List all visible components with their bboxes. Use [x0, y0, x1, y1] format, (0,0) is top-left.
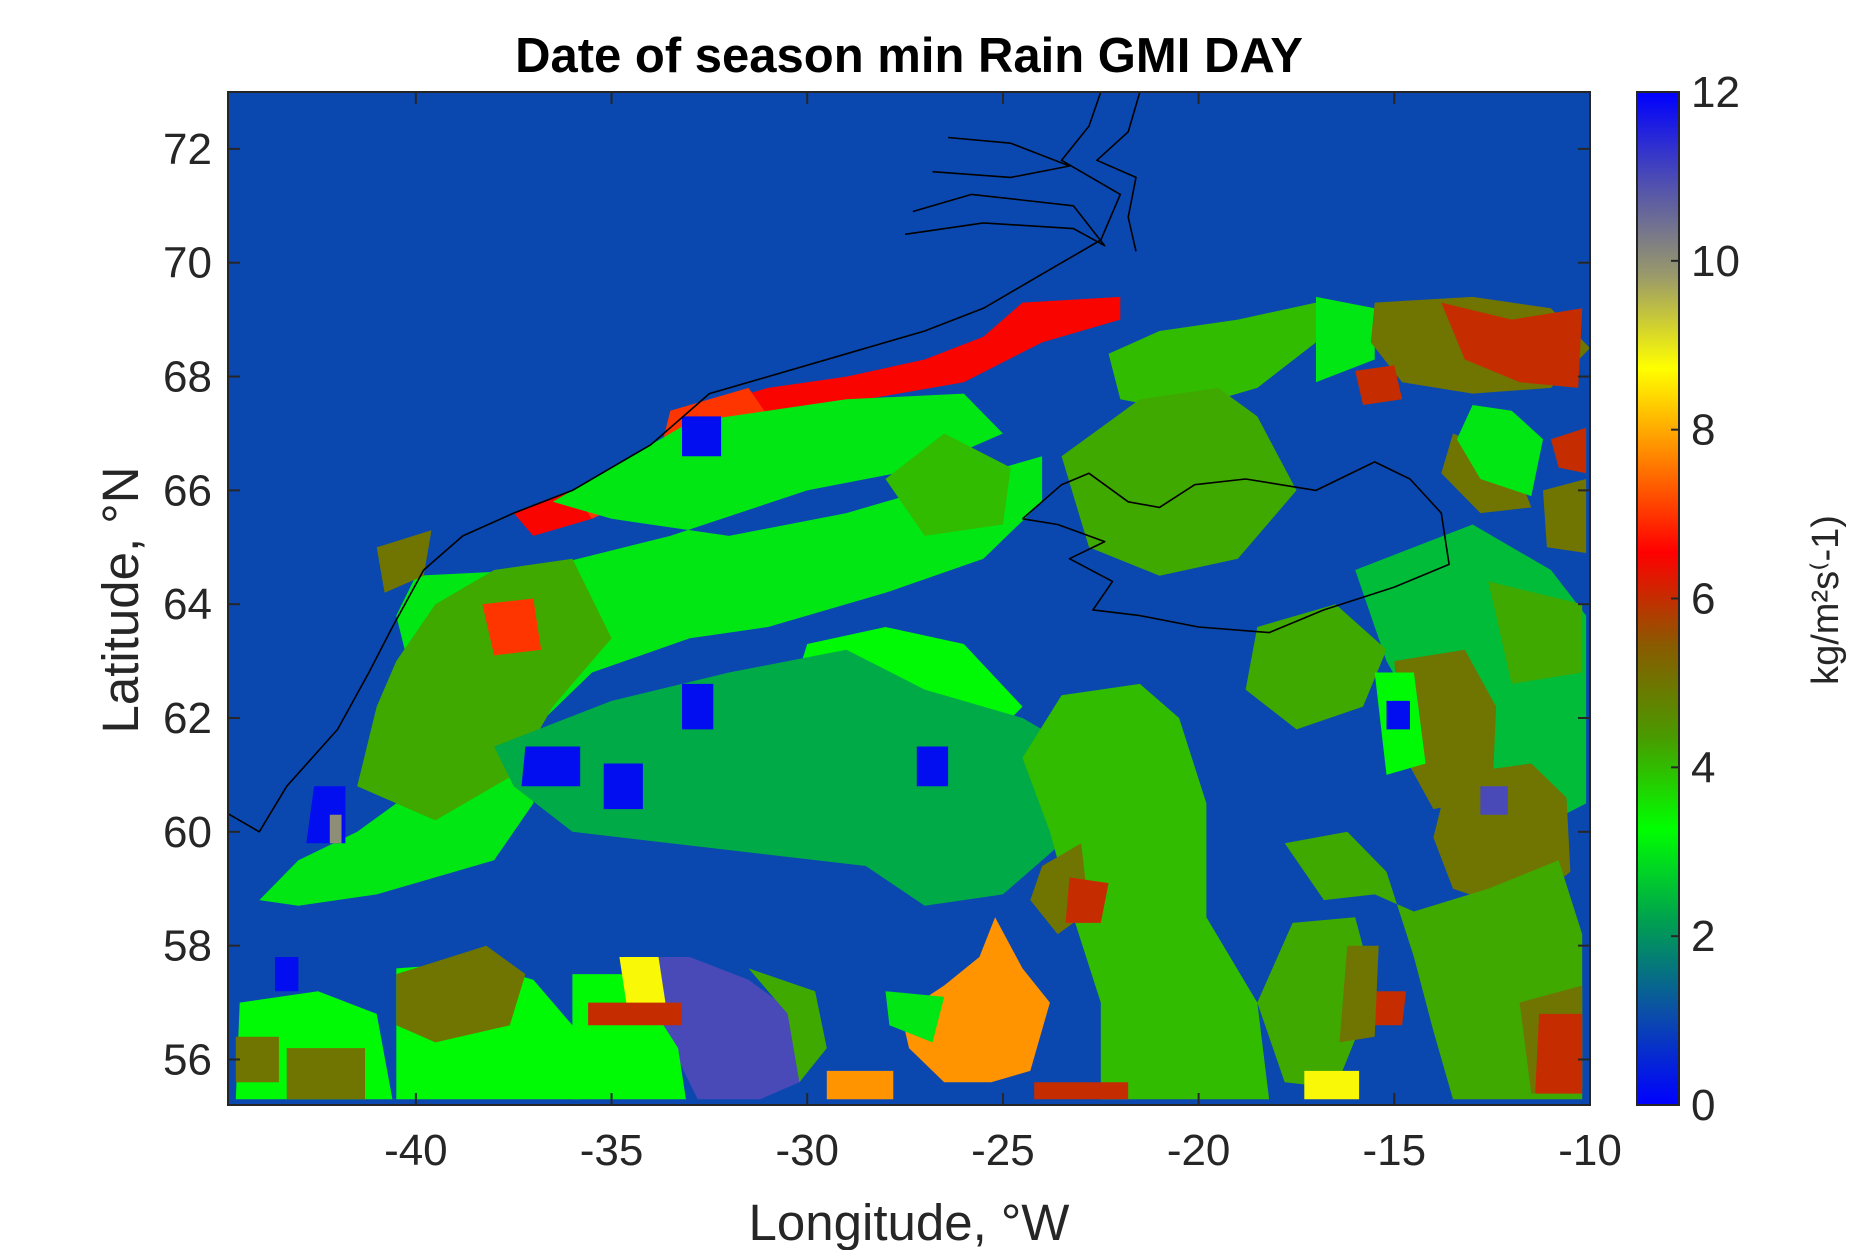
heatmap-region: [357, 558, 612, 821]
heatmap-region: [1108, 302, 1316, 411]
colorbar-tick-label: 0: [1691, 1081, 1715, 1130]
heatmap-region: [396, 945, 526, 1043]
heatmap-region: [494, 649, 1082, 906]
heatmap-region: [1441, 302, 1583, 388]
heatmap-region: [1022, 683, 1270, 1100]
colorbar-tick-label: 6: [1691, 575, 1715, 624]
heatmap-region: [885, 433, 1011, 536]
coastline: [1096, 92, 1141, 252]
heatmap-region: [826, 1070, 894, 1100]
colorbar-tick-label: 4: [1691, 743, 1715, 792]
y-tick-label: 68: [163, 353, 212, 402]
y-axis: 56 58 60 62 64 66 68 70 72: [163, 125, 1590, 1084]
heatmap-region: [376, 530, 432, 593]
heatmap-region: [1480, 786, 1508, 815]
heatmap-region: [1284, 831, 1583, 1100]
heatmap-region: [1316, 296, 1375, 383]
y-tick-label: 70: [163, 239, 212, 288]
heatmap-region: [1386, 700, 1410, 730]
heatmap-region: [1245, 604, 1387, 730]
heatmap-region: [748, 968, 827, 1083]
colorbar-tick-label: 10: [1691, 237, 1740, 286]
coastlines: [228, 92, 1450, 833]
heatmap-region: [521, 746, 581, 787]
heatmap-region: [329, 814, 342, 844]
x-tick-label: -20: [1167, 1126, 1231, 1175]
heatmap-region: [1488, 581, 1583, 684]
heatmap-region: [286, 1048, 365, 1100]
heatmap-regions: [235, 296, 1590, 1100]
x-tick-label: -40: [384, 1126, 448, 1175]
heatmap-region: [1543, 479, 1587, 553]
heatmap-region: [1034, 1082, 1129, 1100]
heatmap-region: [1456, 405, 1543, 497]
heatmap-region: [1257, 917, 1375, 1088]
heatmap-region: [901, 917, 1050, 1083]
heatmap-region: [689, 296, 1121, 434]
heatmap-region: [1065, 877, 1109, 923]
x-axis-label: Longitude, °W: [749, 1194, 1070, 1250]
y-tick-label: 58: [163, 922, 212, 971]
colorbar-tick-label: 12: [1691, 68, 1740, 117]
plot-frame: [227, 91, 1591, 1106]
x-tick-label: -30: [775, 1126, 839, 1175]
x-tick-label: -25: [971, 1126, 1035, 1175]
heatmap-region: [275, 957, 299, 992]
heatmap-region: [235, 1036, 279, 1083]
heatmap-region: [1535, 1013, 1583, 1094]
heatmap-region: [482, 598, 542, 656]
heatmap-region: [1304, 1070, 1360, 1100]
coastline: [932, 136, 1071, 179]
heatmap-region: [1061, 387, 1297, 576]
heatmap-region: [619, 957, 667, 1009]
coastline: [904, 193, 1106, 247]
y-tick-label: 60: [163, 808, 212, 857]
heatmap-region: [1394, 649, 1497, 810]
colorbar-tick-label: 2: [1691, 912, 1715, 961]
coastline: [228, 92, 1122, 833]
x-tick-label: -15: [1363, 1126, 1427, 1175]
heatmap-region: [682, 683, 714, 730]
heatmap-region: [682, 416, 722, 457]
y-axis-label: Latitude, °N: [92, 466, 149, 733]
y-tick-label: 72: [163, 125, 212, 174]
y-tick-label: 66: [163, 466, 212, 515]
x-tick-label: -35: [580, 1126, 644, 1175]
coastline: [1021, 461, 1450, 634]
heatmap-region: [1339, 945, 1379, 1043]
y-tick-label: 62: [163, 694, 212, 743]
colorbar-tick-label: 8: [1691, 406, 1715, 455]
colorbar-label: kg/m²s⁽-1): [1805, 515, 1847, 685]
heatmap-region: [588, 1002, 682, 1026]
x-axis: -40 -35 -30 -25 -20 -15 -10: [384, 92, 1622, 1175]
colorbar-ticks: 0 2 4 6 8 10 12: [1671, 68, 1740, 1130]
y-tick-label: 64: [163, 580, 212, 629]
heatmap-region: [631, 957, 800, 1100]
heatmap-region: [1550, 427, 1587, 474]
heatmap-region: [603, 763, 643, 810]
heatmap-region: [1355, 365, 1403, 405]
heatmap-region: [916, 746, 949, 787]
chart-title: Date of season min Rain GMI DAY: [515, 29, 1303, 83]
heatmap-region: [885, 991, 945, 1043]
y-tick-label: 56: [163, 1035, 212, 1084]
x-tick-label: -10: [1558, 1126, 1622, 1175]
